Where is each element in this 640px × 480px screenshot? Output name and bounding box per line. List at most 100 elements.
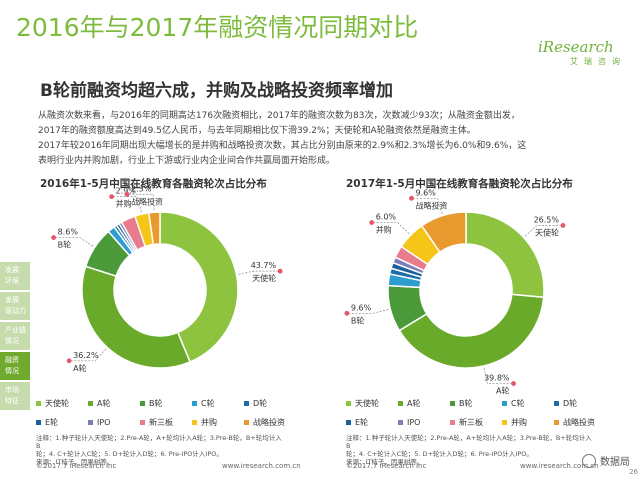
legend-2017: 天使轮 A轮 B轮 C轮 D轮 E轮 IPO 新三板 并购 战略投资 bbox=[346, 394, 606, 432]
legend-item: A轮 bbox=[88, 398, 140, 409]
legend-item: 新三板 bbox=[140, 417, 192, 428]
legend-label: 新三板 bbox=[459, 418, 483, 427]
callout-dot bbox=[409, 195, 414, 201]
logo-main-text: iResearch bbox=[538, 38, 614, 56]
legend-label: E轮 bbox=[45, 418, 59, 427]
legend-item: 天使轮 bbox=[346, 398, 398, 409]
callout-category: B轮 bbox=[58, 240, 71, 250]
callout-percent: 39.8% bbox=[484, 374, 510, 383]
notes-2017: 注释：1.种子轮计入天使轮；2.Pre-A轮，A+轮均计入A轮；3.Pre-B轮… bbox=[346, 434, 596, 466]
legend-item: B轮 bbox=[140, 398, 192, 409]
side-nav-label: 发展 bbox=[5, 296, 19, 304]
callout-line bbox=[346, 309, 389, 314]
legend-item: 天使轮 bbox=[36, 398, 88, 409]
legend-row: E轮 IPO 新三板 并购 战略投资 bbox=[346, 413, 606, 432]
callout-percent: 2.3% bbox=[131, 184, 152, 193]
callout-dot bbox=[511, 381, 516, 386]
legend-swatch bbox=[450, 420, 455, 425]
donut-slice-1 bbox=[159, 211, 239, 363]
chart-title-2017: 2017年1-5月中国在线教育各融资轮次占比分布 bbox=[346, 178, 573, 190]
legend-swatch bbox=[398, 401, 403, 406]
paragraph-line: 表明行业内并购加剧，行业上下游或行业内企业间合作共赢局面开始形成。 bbox=[38, 156, 336, 166]
note-line: 来源：IT桔子，因果树等。 bbox=[36, 458, 114, 466]
callout-percent: 9.6% bbox=[415, 188, 436, 197]
side-nav-item-environment[interactable]: 发展 环境 bbox=[0, 262, 30, 290]
callout-percent: 36.2% bbox=[73, 351, 99, 360]
legend-swatch bbox=[554, 420, 559, 425]
legend-label: 天使轮 bbox=[45, 399, 69, 408]
legend-row: 天使轮 A轮 B轮 C轮 D轮 bbox=[36, 394, 296, 413]
legend-item: 战略投资 bbox=[554, 417, 606, 428]
legend-swatch bbox=[346, 401, 351, 406]
side-nav-label: 环境 bbox=[5, 277, 19, 285]
paragraph-line: 从融资次数来看，与2016年的同期高达176次融资相比，2017年的融资次数为8… bbox=[38, 111, 520, 121]
legend-swatch bbox=[346, 420, 351, 425]
footer-copyright-right: ©2017.7 iResearch Inc bbox=[346, 462, 427, 470]
side-nav-item-market[interactable]: 市场 特征 bbox=[0, 382, 30, 410]
callout-category: A轮 bbox=[73, 363, 86, 373]
legend-label: 新三板 bbox=[149, 418, 173, 427]
legend-swatch bbox=[450, 401, 455, 406]
legend-swatch bbox=[36, 401, 41, 406]
callout-dot bbox=[124, 191, 130, 197]
legend-label: 并购 bbox=[201, 418, 217, 427]
callout-line bbox=[524, 225, 564, 237]
callout-category: 战略投资 bbox=[131, 196, 163, 206]
legend-label: A轮 bbox=[407, 399, 421, 408]
legend-row: 天使轮 A轮 B轮 C轮 D轮 bbox=[346, 394, 606, 413]
side-nav-label: 特征 bbox=[5, 397, 19, 405]
legend-item: E轮 bbox=[346, 417, 398, 428]
callout-category: 并购 bbox=[116, 199, 132, 209]
legend-swatch bbox=[140, 420, 145, 425]
note-line: 注释：1.种子轮计入天使轮；2.Pre-A轮，A+轮均计入A轮；3.Pre-B轮… bbox=[36, 434, 282, 450]
legend-swatch bbox=[140, 401, 145, 406]
legend-label: B轮 bbox=[149, 399, 163, 408]
legend-label: IPO bbox=[97, 418, 111, 427]
callout-dot bbox=[369, 220, 375, 225]
legend-row: E轮 IPO 新三板 并购 战略投资 bbox=[36, 413, 296, 432]
legend-label: 天使轮 bbox=[355, 399, 379, 408]
page-subtitle: B轮前融资均超六成，并购及战略投资频率增加 bbox=[40, 81, 393, 101]
legend-swatch bbox=[244, 401, 249, 406]
paragraph-line: 2017年的融资额度高达到49.5亿人民币，与去年同期相比仅下滑39.2%；天使… bbox=[38, 126, 476, 136]
note-line: 轮；4. C+轮计入C轮；5. D+轮计入D轮；6. Pre-IPO计入IPO。 bbox=[346, 450, 533, 458]
donut-chart-2017: 26.5% 天使轮 39.8% A轮 9.6% B轮 6.0% 并购 9.6% 战略投资 bbox=[344, 188, 566, 396]
legend-label: B轮 bbox=[459, 399, 473, 408]
donut-slice-2 bbox=[81, 265, 192, 369]
callout-dot bbox=[66, 358, 72, 364]
iresearch-logo: iResearch 艾瑞咨询 bbox=[538, 38, 626, 66]
donut-slice-10 bbox=[147, 211, 161, 246]
legend-item: IPO bbox=[398, 418, 450, 427]
legend-item: 并购 bbox=[502, 417, 554, 428]
callout-dot bbox=[51, 235, 56, 240]
side-nav-item-drivers[interactable]: 发展 驱动力 bbox=[0, 292, 30, 320]
legend-item: 战略投资 bbox=[244, 417, 296, 428]
callout-percent: 2.9% bbox=[116, 187, 137, 196]
side-nav-item-industry-chain[interactable]: 产业链 情况 bbox=[0, 322, 30, 350]
callout-line bbox=[483, 367, 514, 384]
note-line: 注释：1.种子轮计入天使轮；2.Pre-A轮，A+轮均计入A轮；3.Pre-B轮… bbox=[346, 434, 592, 450]
side-nav-label: 情况 bbox=[5, 367, 19, 375]
callout-category: A轮 bbox=[496, 386, 509, 396]
legend-label: 战略投资 bbox=[563, 418, 595, 427]
legend-swatch bbox=[88, 401, 93, 406]
wechat-badge: 数据局 bbox=[582, 453, 630, 468]
side-nav-item-financing[interactable]: 融资 情况 bbox=[0, 352, 30, 380]
legend-item: D轮 bbox=[244, 398, 296, 409]
summary-paragraph: 从融资次数来看，与2016年的同期高达176次融资相比，2017年的融资次数为8… bbox=[38, 109, 618, 169]
side-nav: 发展 环境 发展 驱动力 产业链 情况 融资 情况 市场 特征 bbox=[0, 262, 30, 412]
callout-percent: 43.7% bbox=[251, 261, 277, 270]
callout-line bbox=[127, 193, 155, 211]
legend-item: C轮 bbox=[502, 398, 554, 409]
callout-category: 天使轮 bbox=[252, 273, 276, 283]
notes-2016: 注释：1.种子轮计入天使轮；2.Pre-A轮，A+轮均计入A轮；3.Pre-B轮… bbox=[36, 434, 286, 466]
legend-label: A轮 bbox=[97, 399, 111, 408]
legend-swatch bbox=[502, 401, 507, 406]
callout-dot bbox=[109, 194, 114, 200]
legend-label: 战略投资 bbox=[253, 418, 285, 427]
legend-item: D轮 bbox=[554, 398, 606, 409]
callout-percent: 9.6% bbox=[351, 303, 372, 312]
legend-item: IPO bbox=[88, 418, 140, 427]
legend-label: IPO bbox=[407, 418, 421, 427]
note-line: 来源：IT桔子，因果树等。 bbox=[346, 458, 424, 466]
